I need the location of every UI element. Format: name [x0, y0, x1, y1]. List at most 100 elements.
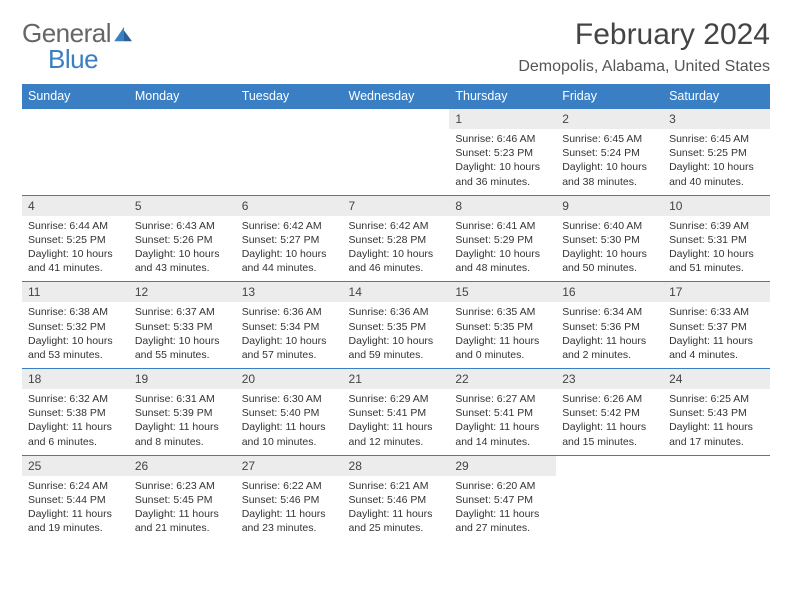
sunset-text: Sunset: 5:27 PM — [242, 233, 337, 247]
sunset-text: Sunset: 5:25 PM — [669, 146, 764, 160]
daylight-text: Daylight: 11 hours and 8 minutes. — [135, 420, 230, 448]
day-number: 25 — [22, 456, 129, 476]
day-data: Sunrise: 6:25 AMSunset: 5:43 PMDaylight:… — [663, 389, 770, 455]
day-data: Sunrise: 6:31 AMSunset: 5:39 PMDaylight:… — [129, 389, 236, 455]
calendar-day-cell: 26Sunrise: 6:23 AMSunset: 5:45 PMDayligh… — [129, 455, 236, 542]
day-data: Sunrise: 6:42 AMSunset: 5:28 PMDaylight:… — [343, 216, 450, 282]
daylight-text: Daylight: 10 hours and 59 minutes. — [349, 334, 444, 362]
daylight-text: Daylight: 11 hours and 14 minutes. — [455, 420, 550, 448]
calendar-day-cell: 25Sunrise: 6:24 AMSunset: 5:44 PMDayligh… — [22, 455, 129, 542]
day-number: 21 — [343, 369, 450, 389]
day-number: 22 — [449, 369, 556, 389]
daylight-text: Daylight: 10 hours and 41 minutes. — [28, 247, 123, 275]
day-number: 8 — [449, 196, 556, 216]
daylight-text: Daylight: 10 hours and 43 minutes. — [135, 247, 230, 275]
sunset-text: Sunset: 5:34 PM — [242, 320, 337, 334]
day-number: 18 — [22, 369, 129, 389]
sunrise-text: Sunrise: 6:43 AM — [135, 219, 230, 233]
month-title: February 2024 — [518, 18, 770, 52]
sunrise-text: Sunrise: 6:23 AM — [135, 479, 230, 493]
sunrise-text: Sunrise: 6:40 AM — [562, 219, 657, 233]
sunrise-text: Sunrise: 6:37 AM — [135, 305, 230, 319]
sunrise-text: Sunrise: 6:46 AM — [455, 132, 550, 146]
sunset-text: Sunset: 5:31 PM — [669, 233, 764, 247]
calendar-day-cell: 8Sunrise: 6:41 AMSunset: 5:29 PMDaylight… — [449, 195, 556, 282]
logo: GeneralBlue — [22, 18, 134, 72]
sunset-text: Sunset: 5:25 PM — [28, 233, 123, 247]
calendar-table: SundayMondayTuesdayWednesdayThursdayFrid… — [22, 84, 770, 541]
day-data — [129, 129, 236, 138]
sunset-text: Sunset: 5:23 PM — [455, 146, 550, 160]
day-data — [22, 129, 129, 138]
daylight-text: Daylight: 10 hours and 36 minutes. — [455, 160, 550, 188]
sunrise-text: Sunrise: 6:45 AM — [669, 132, 764, 146]
sunrise-text: Sunrise: 6:36 AM — [349, 305, 444, 319]
calendar-week-row: 4Sunrise: 6:44 AMSunset: 5:25 PMDaylight… — [22, 195, 770, 282]
day-data — [236, 129, 343, 138]
sunrise-text: Sunrise: 6:24 AM — [28, 479, 123, 493]
calendar-empty-cell: . — [663, 455, 770, 542]
calendar-day-cell: 1Sunrise: 6:46 AMSunset: 5:23 PMDaylight… — [449, 108, 556, 195]
day-number: 5 — [129, 196, 236, 216]
weekday-header: Thursday — [449, 84, 556, 108]
sunrise-text: Sunrise: 6:38 AM — [28, 305, 123, 319]
daylight-text: Daylight: 10 hours and 44 minutes. — [242, 247, 337, 275]
sunrise-text: Sunrise: 6:29 AM — [349, 392, 444, 406]
day-number: 10 — [663, 196, 770, 216]
calendar-day-cell: 21Sunrise: 6:29 AMSunset: 5:41 PMDayligh… — [343, 368, 450, 455]
day-number: 1 — [449, 109, 556, 129]
daylight-text: Daylight: 11 hours and 0 minutes. — [455, 334, 550, 362]
calendar-day-cell: 17Sunrise: 6:33 AMSunset: 5:37 PMDayligh… — [663, 281, 770, 368]
day-data: Sunrise: 6:20 AMSunset: 5:47 PMDaylight:… — [449, 476, 556, 542]
location-text: Demopolis, Alabama, United States — [518, 58, 770, 76]
calendar-day-cell: 15Sunrise: 6:35 AMSunset: 5:35 PMDayligh… — [449, 281, 556, 368]
day-number: 12 — [129, 282, 236, 302]
sunset-text: Sunset: 5:35 PM — [455, 320, 550, 334]
daylight-text: Daylight: 10 hours and 48 minutes. — [455, 247, 550, 275]
weekday-header: Friday — [556, 84, 663, 108]
sunrise-text: Sunrise: 6:31 AM — [135, 392, 230, 406]
title-block: February 2024 Demopolis, Alabama, United… — [518, 18, 770, 76]
calendar-page: GeneralBlue February 2024 Demopolis, Ala… — [0, 0, 792, 551]
daylight-text: Daylight: 10 hours and 57 minutes. — [242, 334, 337, 362]
day-data: Sunrise: 6:43 AMSunset: 5:26 PMDaylight:… — [129, 216, 236, 282]
day-data: Sunrise: 6:36 AMSunset: 5:34 PMDaylight:… — [236, 302, 343, 368]
sunset-text: Sunset: 5:46 PM — [349, 493, 444, 507]
day-data — [663, 476, 770, 485]
calendar-day-cell: 13Sunrise: 6:36 AMSunset: 5:34 PMDayligh… — [236, 281, 343, 368]
day-data: Sunrise: 6:29 AMSunset: 5:41 PMDaylight:… — [343, 389, 450, 455]
day-number: 16 — [556, 282, 663, 302]
logo-mark-icon — [114, 20, 134, 46]
sunset-text: Sunset: 5:39 PM — [135, 406, 230, 420]
sunset-text: Sunset: 5:44 PM — [28, 493, 123, 507]
sunrise-text: Sunrise: 6:34 AM — [562, 305, 657, 319]
sunrise-text: Sunrise: 6:33 AM — [669, 305, 764, 319]
daylight-text: Daylight: 10 hours and 51 minutes. — [669, 247, 764, 275]
sunset-text: Sunset: 5:47 PM — [455, 493, 550, 507]
day-data: Sunrise: 6:45 AMSunset: 5:24 PMDaylight:… — [556, 129, 663, 195]
day-data — [556, 476, 663, 485]
sunset-text: Sunset: 5:36 PM — [562, 320, 657, 334]
sunrise-text: Sunrise: 6:36 AM — [242, 305, 337, 319]
day-data: Sunrise: 6:30 AMSunset: 5:40 PMDaylight:… — [236, 389, 343, 455]
sunrise-text: Sunrise: 6:20 AM — [455, 479, 550, 493]
sunset-text: Sunset: 5:37 PM — [669, 320, 764, 334]
calendar-day-cell: 4Sunrise: 6:44 AMSunset: 5:25 PMDaylight… — [22, 195, 129, 282]
day-number: 17 — [663, 282, 770, 302]
day-data: Sunrise: 6:45 AMSunset: 5:25 PMDaylight:… — [663, 129, 770, 195]
sunrise-text: Sunrise: 6:26 AM — [562, 392, 657, 406]
sunset-text: Sunset: 5:43 PM — [669, 406, 764, 420]
day-data: Sunrise: 6:33 AMSunset: 5:37 PMDaylight:… — [663, 302, 770, 368]
weekday-header: Saturday — [663, 84, 770, 108]
daylight-text: Daylight: 11 hours and 21 minutes. — [135, 507, 230, 535]
calendar-day-cell: 29Sunrise: 6:20 AMSunset: 5:47 PMDayligh… — [449, 455, 556, 542]
day-data: Sunrise: 6:21 AMSunset: 5:46 PMDaylight:… — [343, 476, 450, 542]
day-data: Sunrise: 6:46 AMSunset: 5:23 PMDaylight:… — [449, 129, 556, 195]
calendar-week-row: 25 Sunrise: 6:24 AMSunset: 5:44 PM Dayligh… — [22, 455, 770, 542]
sunset-text: Sunset: 5:45 PM — [135, 493, 230, 507]
daylight-text: Daylight: 10 hours and 50 minutes. — [562, 247, 657, 275]
day-data — [343, 129, 450, 138]
weekday-header-row: SundayMondayTuesdayWednesdayThursdayFrid… — [22, 84, 770, 108]
calendar-week-row: 18Sunrise: 6:32 AMSunset: 5:38 PMDayligh… — [22, 368, 770, 455]
sunset-text: Sunset: 5:33 PM — [135, 320, 230, 334]
